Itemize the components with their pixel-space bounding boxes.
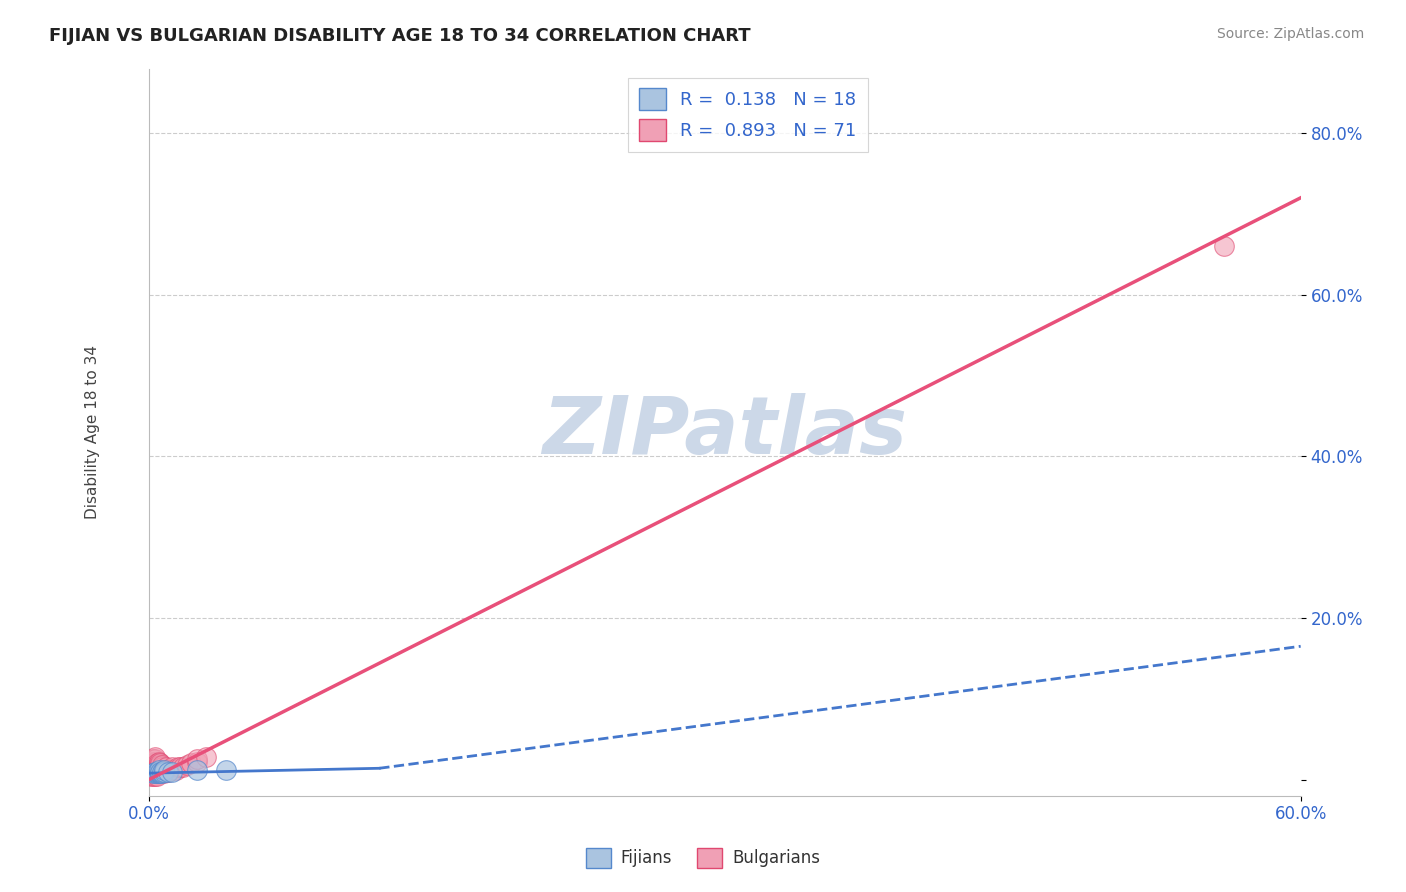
Point xyxy=(139,763,162,777)
Point xyxy=(148,763,170,777)
Point xyxy=(150,760,173,774)
Point xyxy=(143,766,166,780)
Point xyxy=(143,760,166,774)
Point xyxy=(145,764,167,779)
Point xyxy=(155,760,177,774)
Point xyxy=(145,764,167,779)
Point xyxy=(143,763,166,777)
Point xyxy=(165,763,187,777)
Point xyxy=(143,756,166,771)
Point xyxy=(142,764,165,779)
Point xyxy=(145,763,167,777)
Text: ZIPatlas: ZIPatlas xyxy=(543,393,907,471)
Point xyxy=(148,755,170,769)
Point xyxy=(150,764,173,779)
Point xyxy=(143,755,166,769)
Text: FIJIAN VS BULGARIAN DISABILITY AGE 18 TO 34 CORRELATION CHART: FIJIAN VS BULGARIAN DISABILITY AGE 18 TO… xyxy=(49,27,751,45)
Point xyxy=(139,766,162,780)
Point xyxy=(139,756,162,771)
Point xyxy=(149,760,172,774)
Point xyxy=(149,764,172,779)
Point xyxy=(149,763,172,777)
Point xyxy=(142,760,165,774)
Point xyxy=(143,768,166,782)
Point xyxy=(142,768,165,782)
Legend: R =  0.138   N = 18, R =  0.893   N = 71: R = 0.138 N = 18, R = 0.893 N = 71 xyxy=(628,78,868,153)
Point xyxy=(160,764,183,779)
Point xyxy=(145,766,167,780)
Point xyxy=(149,758,172,772)
Point xyxy=(169,760,191,774)
Point xyxy=(153,766,176,780)
Point xyxy=(139,755,162,769)
Point xyxy=(215,763,238,777)
Point xyxy=(150,758,173,772)
Point xyxy=(143,764,166,779)
Point xyxy=(139,760,162,774)
Point xyxy=(157,764,180,779)
Point xyxy=(143,758,166,772)
Point xyxy=(148,756,170,771)
Point xyxy=(186,755,208,769)
Point xyxy=(145,766,167,780)
Point xyxy=(149,766,172,780)
Point xyxy=(148,760,170,774)
Point xyxy=(145,756,167,771)
Point xyxy=(157,764,180,779)
Point xyxy=(139,764,162,779)
Point xyxy=(143,752,166,766)
Point xyxy=(186,763,208,777)
Point xyxy=(160,763,183,777)
Point xyxy=(149,756,172,771)
Point xyxy=(172,760,194,774)
Point xyxy=(150,763,173,777)
Point xyxy=(148,763,170,777)
Point xyxy=(142,766,165,780)
Point xyxy=(149,764,172,779)
Point xyxy=(143,764,166,779)
Point xyxy=(153,764,176,779)
Point xyxy=(142,763,165,777)
Point xyxy=(176,758,198,772)
Point xyxy=(139,768,162,782)
Text: Source: ZipAtlas.com: Source: ZipAtlas.com xyxy=(1216,27,1364,41)
Point xyxy=(155,763,177,777)
Point xyxy=(186,752,208,766)
Point xyxy=(153,764,176,779)
Point xyxy=(157,763,180,777)
Point xyxy=(142,756,165,771)
Point xyxy=(153,763,176,777)
Point xyxy=(148,764,170,779)
Point xyxy=(145,758,167,772)
Legend: Fijians, Bulgarians: Fijians, Bulgarians xyxy=(579,841,827,875)
Point xyxy=(143,766,166,780)
Point xyxy=(148,758,170,772)
Point xyxy=(148,764,170,779)
Point xyxy=(1212,239,1234,253)
Point xyxy=(142,758,165,772)
Point xyxy=(142,752,165,766)
Point xyxy=(166,760,188,774)
Point xyxy=(142,755,165,769)
Point xyxy=(150,764,173,779)
Point xyxy=(142,766,165,780)
Point xyxy=(149,766,172,780)
Point xyxy=(195,750,218,764)
Y-axis label: Disability Age 18 to 34: Disability Age 18 to 34 xyxy=(86,345,100,519)
Point xyxy=(153,763,176,777)
Point xyxy=(155,764,177,779)
Point xyxy=(145,760,167,774)
Point xyxy=(145,768,167,782)
Point xyxy=(143,750,166,764)
Point xyxy=(150,766,173,780)
Point xyxy=(180,756,202,771)
Point xyxy=(139,758,162,772)
Point xyxy=(148,766,170,780)
Point xyxy=(160,760,183,774)
Point xyxy=(148,766,170,780)
